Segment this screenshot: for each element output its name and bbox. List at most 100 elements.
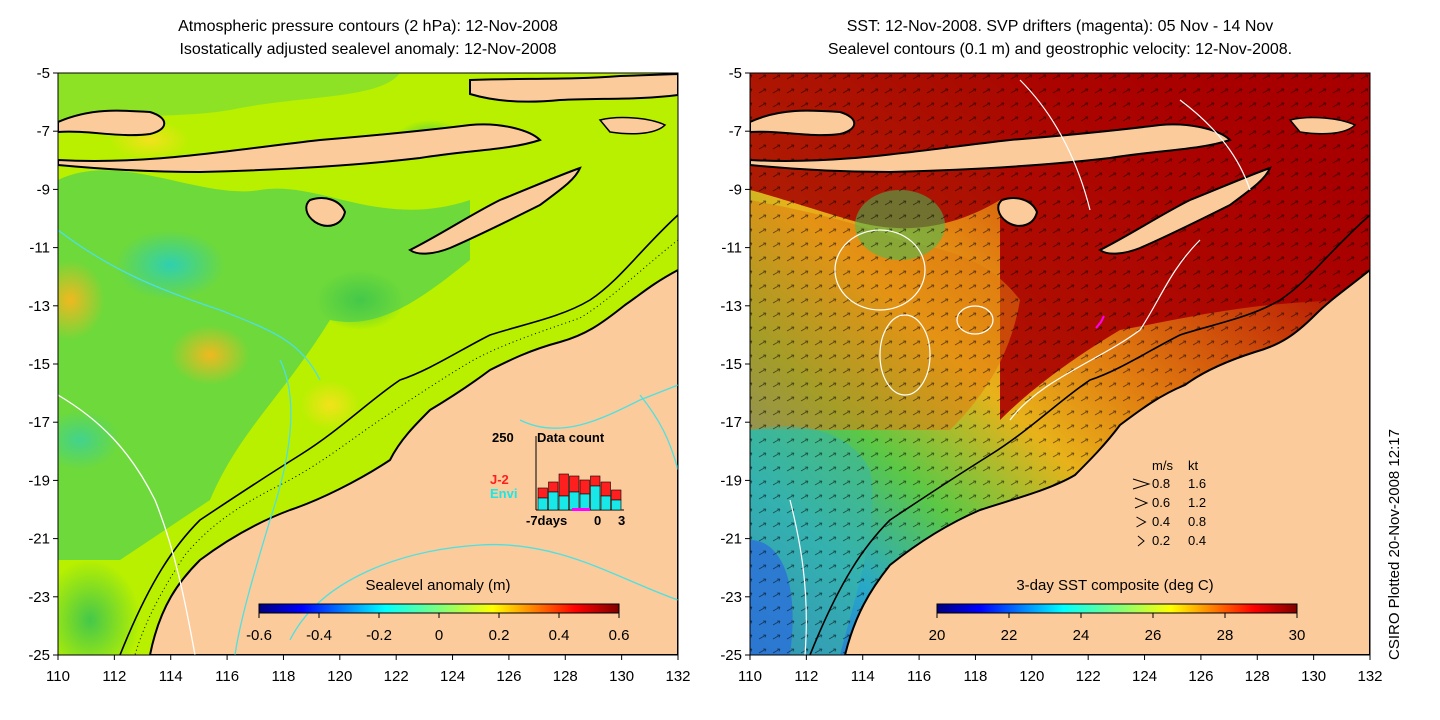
australia-land-right xyxy=(843,268,1370,655)
velocity-legend-kt: 0.8 xyxy=(1188,514,1206,529)
left-colorbar xyxy=(258,603,620,614)
x-tick-label: 126 xyxy=(1188,668,1213,685)
credit-text: CSIRO Plotted 20-Nov-2008 12:17 xyxy=(1386,429,1403,660)
left-colorbar-ticks: -0.6 -0.4 -0.2 0 0.2 0.4 0.6 xyxy=(246,613,629,644)
inset-ymax-label: 250 xyxy=(492,430,514,445)
colorbar-tick-label: 0.2 xyxy=(489,627,510,644)
inset-series-envi: Envi xyxy=(490,486,517,501)
x-tick-label: 112 xyxy=(102,668,126,685)
island-timor xyxy=(408,166,582,255)
island-sumbawa xyxy=(58,109,166,137)
velocity-legend: m/s kt 0.8 1.6 0.6 1.2 0.4 0.8 0.2 0.4 xyxy=(1132,458,1206,548)
island-north xyxy=(469,73,678,103)
sealevel-contour-5 xyxy=(789,499,807,655)
sla-high-anomaly xyxy=(58,260,105,340)
x-tick-label: 112 xyxy=(794,668,818,685)
right-title-line2: Sealevel contours (0.1 m) and geostrophi… xyxy=(827,41,1293,58)
inset-bar-j2 xyxy=(590,475,601,487)
island-sumba xyxy=(305,197,347,227)
right-title-line1: SST: 12-Nov-2008. SVP drifters (magenta)… xyxy=(846,18,1274,35)
y-tick-label: -11 xyxy=(721,240,742,257)
axis-labels: -5 -7 -9 -11 -13 -15 -17 -19 -21 -23 -25 110 112 114 1… xyxy=(28,65,1382,685)
island-flores-chain xyxy=(58,123,542,174)
pressure-contour-5 xyxy=(289,543,678,641)
velocity-legend-arrow xyxy=(1137,535,1145,547)
inset-bar-j2 xyxy=(569,475,580,493)
x-tick-label: 118 xyxy=(963,668,987,685)
colorbar-tick-label: 30 xyxy=(1289,627,1306,644)
colorbar-tick-label: 0 xyxy=(435,627,443,644)
y-tick-label: -21 xyxy=(720,531,742,548)
colorbar-tick-label: 20 xyxy=(929,627,946,644)
x-tick-label: 120 xyxy=(1019,668,1044,685)
colorbar-tick-label: 28 xyxy=(1217,627,1234,644)
inset-x-label-zero: 0 xyxy=(594,513,601,528)
x-tick-label: 110 xyxy=(738,668,762,685)
x-tick-label: 124 xyxy=(440,668,465,685)
y-tick-label: -21 xyxy=(28,531,50,548)
x-tick-label: 114 xyxy=(159,668,183,685)
velocity-legend-arrow xyxy=(1132,478,1151,490)
sla-high-anomaly-2 xyxy=(170,325,250,385)
velocity-legend-ms: 0.6 xyxy=(1152,495,1170,510)
right-colorbar-label: 3-day SST composite (deg C) xyxy=(1016,577,1213,594)
inset-current-marker xyxy=(572,508,590,511)
velocity-legend-kt: 1.6 xyxy=(1188,476,1206,491)
y-tick-label: -5 xyxy=(37,65,50,82)
x-tick-label: 116 xyxy=(215,668,239,685)
velocity-legend-unit-kt: kt xyxy=(1188,458,1199,473)
colorbar-tick-label: -0.2 xyxy=(366,627,392,644)
x-tick-label: 128 xyxy=(553,668,578,685)
y-tick-label: -25 xyxy=(720,647,742,664)
x-tick-label: 114 xyxy=(851,668,875,685)
colorbar-tick-label: 0.4 xyxy=(549,627,570,644)
inset-title: Data count xyxy=(537,430,605,445)
shelf-break-contour-right xyxy=(809,214,1370,655)
velocity-legend-kt: 1.2 xyxy=(1188,495,1206,510)
inset-bar-envi xyxy=(548,491,559,511)
sealevel-contour-6 xyxy=(1019,79,1091,211)
x-tick-label: 130 xyxy=(609,668,634,685)
y-tick-label: -25 xyxy=(28,647,50,664)
right-map: m/s kt 0.8 1.6 0.6 1.2 0.4 0.8 0.2 0.4 3-day SS… xyxy=(749,72,1371,656)
y-tick-label: -7 xyxy=(729,123,742,140)
velocity-legend-arrow xyxy=(1134,497,1149,509)
colorbar-tick-label: 26 xyxy=(1145,627,1162,644)
y-tick-label: -23 xyxy=(28,589,50,606)
colorbar-tick-label: 22 xyxy=(1001,627,1018,644)
velocity-legend-unit-ms: m/s xyxy=(1152,458,1173,473)
inset-bar-j2 xyxy=(611,489,622,501)
y-tick-label: -9 xyxy=(729,181,742,198)
left-map: 250 Data count J-2 Envi -7days 0 3 Seale… xyxy=(57,72,679,656)
sealevel-contour-7 xyxy=(1179,99,1251,191)
y-tick-label: -11 xyxy=(29,240,50,257)
colorbar-tick-label: 0.6 xyxy=(609,627,630,644)
inset-bar-j2 xyxy=(579,479,590,495)
inset-series-j2: J-2 xyxy=(490,472,509,487)
sealevel-contour-1 xyxy=(834,229,926,311)
y-tick-label: -9 xyxy=(37,181,50,198)
right-colorbar xyxy=(936,603,1298,614)
inset-bar-envi xyxy=(569,491,580,511)
left-title-line2: Isostatically adjusted sealevel anomaly:… xyxy=(179,41,557,58)
colorbar-tick-label: 24 xyxy=(1073,627,1090,644)
velocity-legend-ms: 0.4 xyxy=(1152,514,1170,529)
pressure-contour-2 xyxy=(234,359,292,655)
y-tick-label: -13 xyxy=(28,298,50,315)
x-tick-label: 126 xyxy=(496,668,521,685)
velocity-legend-rows: 0.8 1.6 0.6 1.2 0.4 0.8 0.2 0.4 xyxy=(1132,476,1206,548)
svp-drifter-track xyxy=(1095,315,1105,329)
y-tick-label: -19 xyxy=(720,472,742,489)
inset-bar-j2 xyxy=(548,481,559,493)
pressure-contour-1 xyxy=(58,229,321,381)
x-tick-label: 132 xyxy=(665,668,690,685)
sla-high-anomaly-3 xyxy=(300,380,360,430)
left-title-line1: Atmospheric pressure contours (2 hPa): 1… xyxy=(178,18,558,35)
sealevel-contour-3 xyxy=(956,305,994,335)
y-tick-label: -17 xyxy=(28,414,50,431)
sla-green-blob-3 xyxy=(315,270,405,330)
inset-bar-j2 xyxy=(558,473,569,497)
island-wetar-right xyxy=(1288,116,1357,135)
colorbar-tick-label: -0.6 xyxy=(246,627,272,644)
sla-low-anomaly-2 xyxy=(58,410,120,470)
